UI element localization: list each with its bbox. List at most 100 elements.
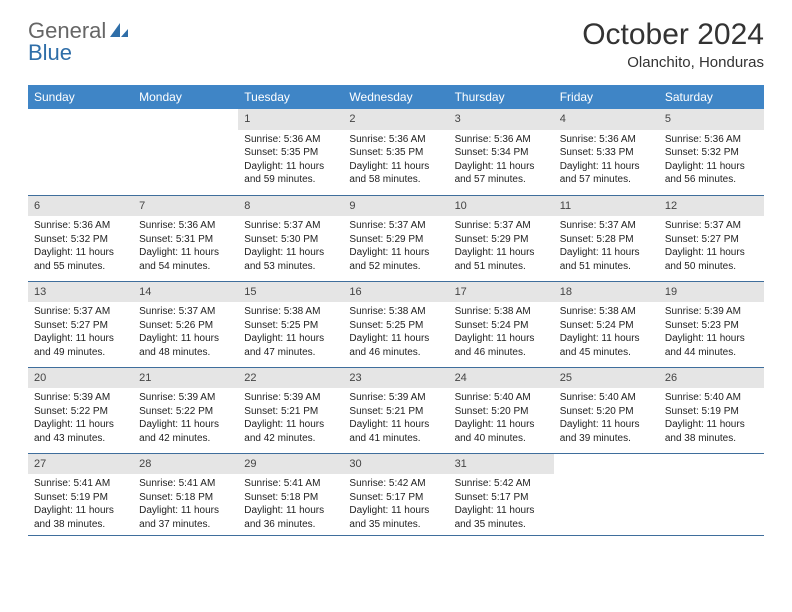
day-body: Sunrise: 5:36 AMSunset: 5:33 PMDaylight:… [554, 130, 659, 191]
calendar-week-row: 6Sunrise: 5:36 AMSunset: 5:32 PMDaylight… [28, 195, 764, 281]
sunrise-text: Sunrise: 5:42 AM [455, 477, 548, 491]
sunrise-text: Sunrise: 5:40 AM [665, 391, 758, 405]
day-number: 27 [28, 454, 133, 475]
daylight-text-2: and 41 minutes. [349, 432, 442, 446]
daylight-text-2: and 42 minutes. [139, 432, 232, 446]
daylight-text-2: and 52 minutes. [349, 260, 442, 274]
daylight-text-1: Daylight: 11 hours [560, 246, 653, 260]
daylight-text-1: Daylight: 11 hours [560, 332, 653, 346]
day-number: 31 [449, 454, 554, 475]
sunset-text: Sunset: 5:29 PM [349, 233, 442, 247]
sunset-text: Sunset: 5:27 PM [665, 233, 758, 247]
sunset-text: Sunset: 5:18 PM [139, 491, 232, 505]
calendar-cell: 2Sunrise: 5:36 AMSunset: 5:35 PMDaylight… [343, 109, 448, 195]
daylight-text-2: and 57 minutes. [455, 173, 548, 187]
daylight-text-2: and 57 minutes. [560, 173, 653, 187]
logo-sail-icon [108, 21, 130, 39]
sunset-text: Sunset: 5:29 PM [455, 233, 548, 247]
day-number: 4 [554, 109, 659, 130]
calendar-header-row: Sunday Monday Tuesday Wednesday Thursday… [28, 85, 764, 109]
daylight-text-2: and 35 minutes. [349, 518, 442, 532]
day-body: Sunrise: 5:36 AMSunset: 5:32 PMDaylight:… [28, 216, 133, 277]
sunset-text: Sunset: 5:20 PM [560, 405, 653, 419]
daylight-text-1: Daylight: 11 hours [244, 504, 337, 518]
sunrise-text: Sunrise: 5:36 AM [665, 133, 758, 147]
daylight-text-2: and 44 minutes. [665, 346, 758, 360]
day-number: 13 [28, 282, 133, 303]
day-number: 19 [659, 282, 764, 303]
calendar-table: Sunday Monday Tuesday Wednesday Thursday… [28, 85, 764, 109]
logo-text-blue: Blue [28, 40, 72, 66]
day-number: 3 [449, 109, 554, 130]
sunset-text: Sunset: 5:19 PM [34, 491, 127, 505]
day-body: Sunrise: 5:40 AMSunset: 5:19 PMDaylight:… [659, 388, 764, 449]
day-body: Sunrise: 5:37 AMSunset: 5:26 PMDaylight:… [133, 302, 238, 363]
daylight-text-1: Daylight: 11 hours [34, 332, 127, 346]
sunrise-text: Sunrise: 5:41 AM [34, 477, 127, 491]
day-body: Sunrise: 5:39 AMSunset: 5:21 PMDaylight:… [238, 388, 343, 449]
calendar-cell: .. [659, 453, 764, 536]
daylight-text-2: and 36 minutes. [244, 518, 337, 532]
day-body: Sunrise: 5:37 AMSunset: 5:30 PMDaylight:… [238, 216, 343, 277]
day-number: 23 [343, 368, 448, 389]
calendar-cell: 9Sunrise: 5:37 AMSunset: 5:29 PMDaylight… [343, 195, 448, 281]
day-number: 30 [343, 454, 448, 475]
daylight-text-1: Daylight: 11 hours [455, 246, 548, 260]
sunrise-text: Sunrise: 5:40 AM [455, 391, 548, 405]
day-body: Sunrise: 5:40 AMSunset: 5:20 PMDaylight:… [449, 388, 554, 449]
calendar-cell: .. [133, 109, 238, 195]
sunrise-text: Sunrise: 5:39 AM [349, 391, 442, 405]
daylight-text-1: Daylight: 11 hours [455, 418, 548, 432]
sunrise-text: Sunrise: 5:39 AM [665, 305, 758, 319]
daylight-text-1: Daylight: 11 hours [34, 504, 127, 518]
daylight-text-1: Daylight: 11 hours [349, 504, 442, 518]
calendar-cell: 24Sunrise: 5:40 AMSunset: 5:20 PMDayligh… [449, 367, 554, 453]
daylight-text-2: and 46 minutes. [455, 346, 548, 360]
day-number: 20 [28, 368, 133, 389]
daylight-text-2: and 49 minutes. [34, 346, 127, 360]
sunrise-text: Sunrise: 5:36 AM [34, 219, 127, 233]
sunrise-text: Sunrise: 5:36 AM [139, 219, 232, 233]
sunset-text: Sunset: 5:19 PM [665, 405, 758, 419]
sunrise-text: Sunrise: 5:36 AM [244, 133, 337, 147]
daylight-text-2: and 51 minutes. [560, 260, 653, 274]
sunrise-text: Sunrise: 5:41 AM [244, 477, 337, 491]
dayhead-sunday: Sunday [28, 85, 133, 109]
calendar-cell: 1Sunrise: 5:36 AMSunset: 5:35 PMDaylight… [238, 109, 343, 195]
daylight-text-1: Daylight: 11 hours [349, 418, 442, 432]
calendar-cell: 3Sunrise: 5:36 AMSunset: 5:34 PMDaylight… [449, 109, 554, 195]
daylight-text-2: and 35 minutes. [455, 518, 548, 532]
sunrise-text: Sunrise: 5:39 AM [34, 391, 127, 405]
daylight-text-1: Daylight: 11 hours [349, 246, 442, 260]
sunrise-text: Sunrise: 5:38 AM [455, 305, 548, 319]
daylight-text-1: Daylight: 11 hours [139, 418, 232, 432]
calendar-cell: 22Sunrise: 5:39 AMSunset: 5:21 PMDayligh… [238, 367, 343, 453]
day-body: Sunrise: 5:37 AMSunset: 5:29 PMDaylight:… [343, 216, 448, 277]
day-body: Sunrise: 5:39 AMSunset: 5:23 PMDaylight:… [659, 302, 764, 363]
sunset-text: Sunset: 5:35 PM [349, 146, 442, 160]
daylight-text-2: and 42 minutes. [244, 432, 337, 446]
daylight-text-2: and 38 minutes. [665, 432, 758, 446]
sunset-text: Sunset: 5:25 PM [349, 319, 442, 333]
sunrise-text: Sunrise: 5:38 AM [244, 305, 337, 319]
calendar-cell: 17Sunrise: 5:38 AMSunset: 5:24 PMDayligh… [449, 281, 554, 367]
calendar-cell: .. [554, 453, 659, 536]
day-number: 7 [133, 196, 238, 217]
day-body: Sunrise: 5:41 AMSunset: 5:18 PMDaylight:… [238, 474, 343, 535]
day-number: 17 [449, 282, 554, 303]
day-number: 16 [343, 282, 448, 303]
day-number: 26 [659, 368, 764, 389]
sunset-text: Sunset: 5:18 PM [244, 491, 337, 505]
day-body: Sunrise: 5:39 AMSunset: 5:22 PMDaylight:… [133, 388, 238, 449]
day-number: 21 [133, 368, 238, 389]
calendar-week-row: 27Sunrise: 5:41 AMSunset: 5:19 PMDayligh… [28, 453, 764, 536]
calendar-body: ....1Sunrise: 5:36 AMSunset: 5:35 PMDayl… [28, 109, 764, 536]
day-body: Sunrise: 5:41 AMSunset: 5:19 PMDaylight:… [28, 474, 133, 535]
day-body: Sunrise: 5:37 AMSunset: 5:28 PMDaylight:… [554, 216, 659, 277]
daylight-text-1: Daylight: 11 hours [139, 504, 232, 518]
sunset-text: Sunset: 5:23 PM [665, 319, 758, 333]
daylight-text-2: and 58 minutes. [349, 173, 442, 187]
daylight-text-1: Daylight: 11 hours [665, 332, 758, 346]
sunset-text: Sunset: 5:32 PM [34, 233, 127, 247]
sunset-text: Sunset: 5:21 PM [349, 405, 442, 419]
